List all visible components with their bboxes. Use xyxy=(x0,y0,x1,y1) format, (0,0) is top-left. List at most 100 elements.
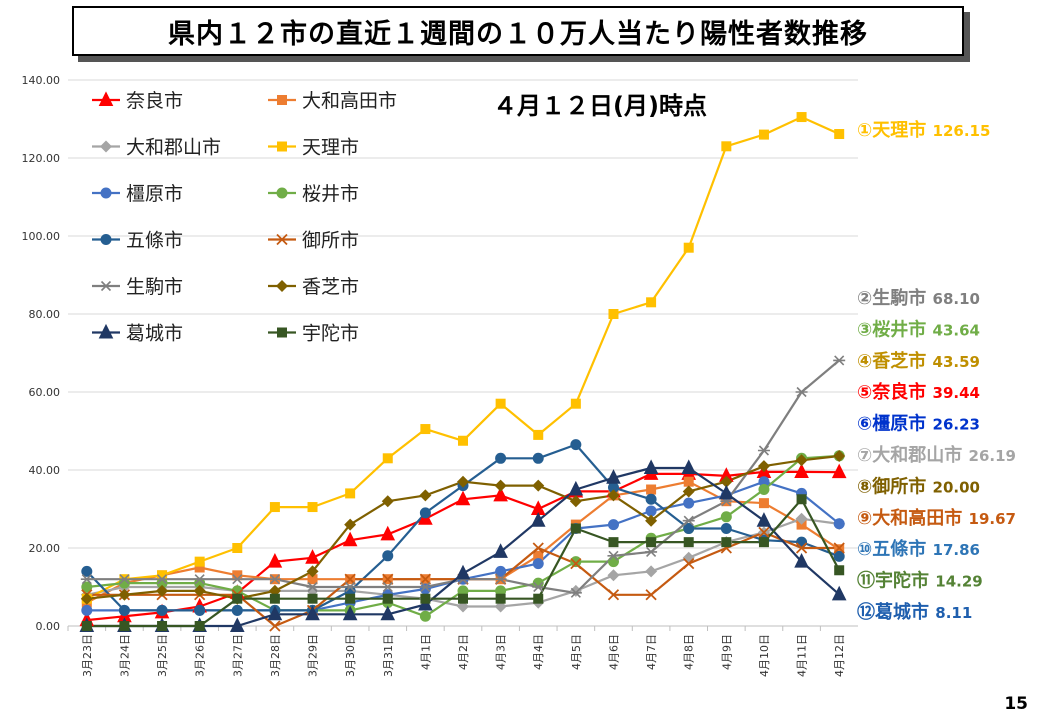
data-point xyxy=(381,495,394,508)
data-point xyxy=(569,587,582,598)
data-point xyxy=(646,537,657,548)
rank-value: 8.11 xyxy=(935,604,972,622)
x-tick-label: 3月23日 xyxy=(81,634,94,677)
x-tick-label: 4月1日 xyxy=(419,634,432,670)
chart-title: 県内１２市の直近１週間の１０万人当たり陽性者数推移 xyxy=(72,6,964,56)
series-markers-11 xyxy=(81,494,845,631)
data-point xyxy=(758,526,770,539)
data-point xyxy=(758,537,769,548)
data-point xyxy=(758,129,769,140)
x-tick-label: 4月5日 xyxy=(570,634,583,670)
rank-value: 17.86 xyxy=(933,541,980,559)
data-point xyxy=(645,546,658,557)
data-point xyxy=(494,479,507,492)
y-tick-label: 100.00 xyxy=(22,230,61,243)
data-point xyxy=(81,565,93,577)
y-tick-label: 20.00 xyxy=(29,542,61,555)
data-point xyxy=(831,463,847,479)
data-point xyxy=(382,453,393,464)
legend-label: 香芝市 xyxy=(302,276,359,298)
x-tick-label: 4月2日 xyxy=(457,634,470,670)
legend-entry: 香芝市 xyxy=(268,276,359,298)
x-tick-label: 3月29日 xyxy=(307,634,320,677)
data-point xyxy=(342,531,358,547)
data-point xyxy=(681,459,697,475)
data-point xyxy=(419,583,431,595)
rank-name: ⑪宇陀市 xyxy=(857,570,935,592)
data-point xyxy=(646,297,657,308)
data-point xyxy=(118,574,131,585)
data-point xyxy=(194,577,206,589)
data-point xyxy=(495,585,507,597)
series-lines xyxy=(86,115,841,628)
legend-entry: 御所市 xyxy=(268,230,359,252)
data-point xyxy=(833,449,846,462)
x-tick-label: 4月6日 xyxy=(607,634,620,670)
data-point xyxy=(344,585,356,597)
legend-label: 橿原市 xyxy=(126,183,183,205)
rank-value: 43.59 xyxy=(933,353,980,371)
rank-name: ⑨大和高田市 xyxy=(857,507,969,529)
rank-label: ④香芝市 43.59 xyxy=(857,350,980,372)
data-point xyxy=(455,490,471,506)
legend-marker xyxy=(98,323,114,339)
rank-name: ①天理市 xyxy=(857,119,933,141)
data-point xyxy=(193,584,206,597)
legend-label: 大和郡山市 xyxy=(126,137,221,159)
data-point xyxy=(420,424,431,435)
data-point xyxy=(607,589,620,601)
data-point xyxy=(833,550,845,562)
data-point xyxy=(795,386,808,398)
data-point xyxy=(831,585,847,601)
legend-label: 宇陀市 xyxy=(302,323,359,345)
data-point xyxy=(382,573,394,585)
data-point xyxy=(156,604,168,616)
rank-label: ①天理市 126.15 xyxy=(857,119,990,141)
data-point xyxy=(494,574,507,585)
data-point xyxy=(232,570,243,581)
legend-entry: 大和郡山市 xyxy=(92,137,221,159)
data-point xyxy=(606,469,621,484)
legend-label: 五條市 xyxy=(126,230,183,252)
data-point xyxy=(607,482,619,494)
rank-value: 14.29 xyxy=(935,573,982,591)
legend-marker xyxy=(100,280,112,292)
legend-entry: 奈良市 xyxy=(92,90,183,112)
data-point xyxy=(419,489,432,502)
data-point xyxy=(80,592,93,605)
x-tick-label: 4月4日 xyxy=(532,634,545,670)
rank-value: 19.67 xyxy=(969,510,1016,528)
data-point xyxy=(607,489,620,502)
x-tick-label: 3月31日 xyxy=(382,634,395,677)
data-point xyxy=(795,454,808,467)
data-point xyxy=(796,112,807,123)
y-axis: 0.00 20.00 40.00 60.00 80.00 100.00 120.00 140.… xyxy=(22,74,61,633)
data-point xyxy=(532,558,544,570)
rank-label: ⑪宇陀市 14.29 xyxy=(857,570,983,592)
rank-label: ⑦大和郡山市 26.19 xyxy=(857,444,1016,466)
x-tick-label: 3月28日 xyxy=(269,634,282,677)
legend-marker xyxy=(100,187,112,199)
legend-label: 天理市 xyxy=(302,137,359,159)
legend-entry: 生駒市 xyxy=(92,276,183,298)
legend-marker xyxy=(277,141,287,152)
data-point xyxy=(118,577,130,589)
data-point xyxy=(834,544,845,555)
data-point xyxy=(157,621,168,631)
rank-label: ⑫葛城市 8.11 xyxy=(857,601,972,623)
data-point xyxy=(345,593,356,604)
x-tick-label: 4月10日 xyxy=(758,634,771,677)
data-point xyxy=(834,129,845,140)
legend-entry: 宇陀市 xyxy=(268,323,359,345)
y-tick-label: 120.00 xyxy=(22,152,61,165)
data-point xyxy=(345,488,356,499)
data-point xyxy=(607,519,619,531)
data-point xyxy=(156,577,168,589)
data-point xyxy=(570,439,582,451)
data-point xyxy=(306,565,319,578)
data-point xyxy=(269,502,280,513)
data-point xyxy=(683,537,694,548)
data-point xyxy=(344,518,357,531)
data-point xyxy=(683,476,694,487)
